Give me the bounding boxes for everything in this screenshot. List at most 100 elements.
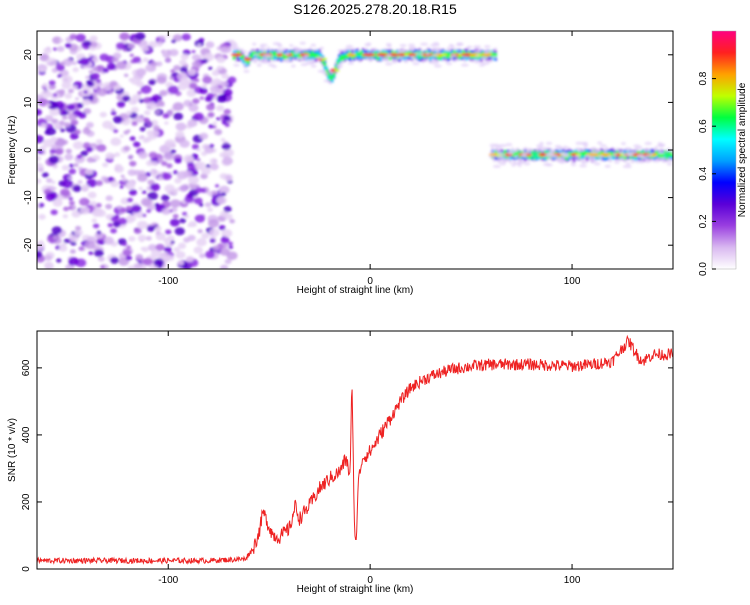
noise-speckle bbox=[162, 172, 172, 180]
noise-speckle bbox=[129, 160, 137, 167]
noise-speckle bbox=[64, 93, 73, 99]
spectrogram-tone-upper-fuzz bbox=[370, 48, 376, 52]
noise-speckle bbox=[52, 47, 58, 51]
noise-speckle bbox=[114, 163, 122, 170]
noise-speckle bbox=[43, 261, 54, 269]
spectrogram-tone-upper-cell bbox=[252, 51, 256, 55]
spectrogram-tone-lower-cell bbox=[558, 149, 561, 155]
spectrogram-tone-upper-cell bbox=[274, 51, 278, 56]
noise-speckle bbox=[189, 82, 198, 89]
noise-speckle bbox=[112, 52, 122, 60]
noise-speckle bbox=[68, 257, 79, 266]
noise-speckle bbox=[95, 203, 102, 208]
spectrogram-tone-upper-cell bbox=[374, 51, 378, 56]
spectrogram-noise-region bbox=[37, 32, 238, 269]
spectrogram-tone-lower-fuzz bbox=[590, 159, 598, 163]
spectrogram-tone-lower-cell bbox=[665, 153, 669, 160]
noise-speckle bbox=[179, 66, 188, 73]
spectrogram-tone-lower-fuzz bbox=[495, 145, 503, 149]
spectrogram-tone-lower-fuzz bbox=[513, 149, 519, 153]
noise-speckle bbox=[50, 209, 58, 216]
spectrogram-marks bbox=[37, 32, 673, 269]
noise-speckle bbox=[128, 77, 134, 82]
noise-speckle bbox=[186, 89, 197, 97]
noise-speckle bbox=[40, 123, 47, 128]
spectrogram-tone-upper-fuzz bbox=[337, 49, 345, 53]
noise-speckle bbox=[70, 119, 79, 126]
noise-speckle bbox=[51, 226, 62, 235]
noise-speckle bbox=[85, 146, 93, 153]
noise-speckle bbox=[207, 219, 220, 228]
noise-speckle bbox=[221, 229, 233, 238]
snr-series-line bbox=[37, 334, 673, 565]
spectrogram-y-tick-label: 10 bbox=[23, 96, 34, 108]
noise-speckle bbox=[140, 45, 149, 52]
noise-speckle bbox=[127, 169, 137, 176]
spectrogram-tone-upper-fuzz bbox=[460, 63, 469, 67]
noise-speckle bbox=[79, 206, 91, 215]
noise-speckle bbox=[177, 260, 185, 266]
noise-speckle bbox=[139, 126, 146, 132]
spectrogram-x-ticks: -100 0 100 bbox=[158, 31, 581, 287]
spectrogram-tone-lower-fuzz bbox=[554, 144, 562, 148]
noise-speckle bbox=[45, 57, 58, 67]
noise-speckle bbox=[202, 76, 213, 84]
noise-speckle bbox=[201, 58, 208, 64]
spectrogram-tone-upper-cell bbox=[492, 52, 496, 57]
spectrogram-tone-upper-cell bbox=[340, 54, 343, 61]
noise-speckle bbox=[70, 241, 77, 246]
noise-speckle bbox=[209, 158, 218, 165]
noise-speckle bbox=[85, 75, 90, 80]
spectrogram-tone-upper-cell bbox=[296, 53, 299, 57]
spectrogram-tone-upper-cell bbox=[365, 54, 368, 59]
noise-speckle bbox=[164, 229, 172, 235]
spectrogram-tone-lower-cell bbox=[669, 154, 672, 161]
noise-speckle bbox=[138, 186, 143, 191]
noise-speckle bbox=[59, 69, 69, 77]
noise-speckle bbox=[68, 176, 73, 181]
spectrogram-tone-upper-fuzz bbox=[260, 43, 268, 47]
noise-speckle bbox=[175, 251, 186, 259]
spectrogram-tone-upper-fuzz bbox=[446, 62, 453, 66]
spectrogram-tone-upper-fuzz bbox=[466, 45, 473, 49]
spectrogram-tone-upper-fuzz bbox=[309, 61, 315, 65]
noise-speckle bbox=[63, 122, 71, 128]
noise-speckle bbox=[71, 85, 78, 90]
noise-speckle bbox=[223, 115, 231, 122]
noise-speckle bbox=[112, 115, 123, 124]
spectrogram-tone-upper-cell bbox=[338, 58, 341, 62]
spectrogram-tone-upper-cell bbox=[249, 54, 252, 59]
spectrogram-tone-lower-fuzz bbox=[543, 146, 550, 150]
snr-x-label: Height of straight line (km) bbox=[297, 584, 414, 595]
noise-speckle bbox=[87, 53, 93, 57]
noise-speckle bbox=[100, 265, 106, 269]
spectrogram-tone-upper-cell bbox=[241, 54, 245, 59]
noise-speckle bbox=[87, 191, 97, 199]
spectrogram-tone-lower-cell bbox=[654, 150, 658, 155]
noise-speckle bbox=[206, 191, 212, 196]
spectrogram-tone-lower-fuzz bbox=[507, 151, 515, 155]
spectrogram-tone-upper-cell bbox=[394, 51, 397, 55]
spectrogram-tone-upper-cell bbox=[489, 50, 492, 57]
spectrogram-tone-lower-cell bbox=[529, 154, 532, 160]
noise-speckle bbox=[196, 158, 201, 162]
spectrogram-tone-upper-peak bbox=[321, 57, 327, 61]
spectrogram-tone-lower-fuzz bbox=[539, 141, 544, 145]
noise-speckle bbox=[204, 250, 215, 259]
spectrogram-tone-lower-cell bbox=[585, 151, 589, 155]
noise-speckle bbox=[44, 254, 53, 261]
noise-speckle bbox=[164, 121, 169, 125]
noise-speckle bbox=[118, 217, 128, 225]
noise-speckle bbox=[179, 77, 190, 86]
spectrogram-tone-lower-cell bbox=[669, 151, 672, 157]
noise-speckle bbox=[192, 223, 197, 227]
noise-speckle bbox=[135, 32, 146, 41]
spectrogram-tone-lower-fuzz bbox=[614, 160, 620, 164]
spectrogram-tone-upper-cell bbox=[376, 50, 379, 56]
spectrogram-tone-upper-cell bbox=[245, 58, 248, 64]
spectrogram-x-tick-label: 100 bbox=[564, 276, 581, 287]
spectrogram-tone-upper-fuzz bbox=[310, 43, 317, 47]
spectrogram-tone-upper-cell bbox=[309, 54, 312, 58]
noise-speckle bbox=[61, 179, 74, 189]
noise-speckle bbox=[208, 66, 213, 71]
